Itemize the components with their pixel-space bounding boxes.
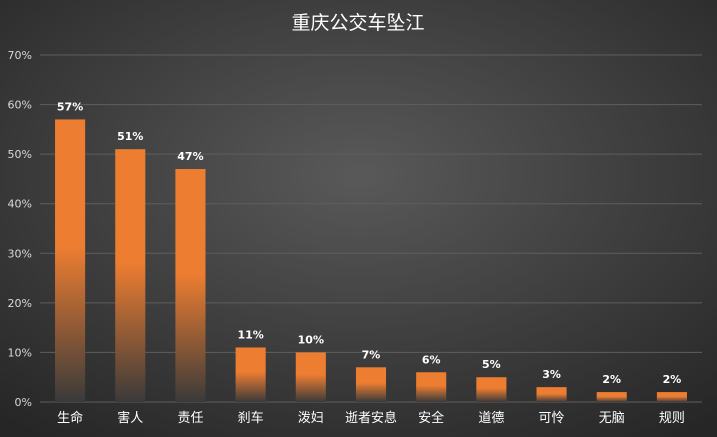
data-label: 3% [542, 368, 561, 381]
bar [416, 372, 447, 402]
bar [656, 392, 687, 402]
x-tick-label: 规则 [659, 411, 685, 426]
bar [235, 347, 266, 402]
y-tick-label: 30% [8, 247, 32, 260]
data-label: 11% [237, 328, 263, 341]
data-label: 7% [362, 348, 381, 361]
bars [55, 119, 687, 402]
data-labels: 57% 51% 47% 11% 10% 7% 6% 5% 3% 2% 2% [57, 100, 681, 386]
x-tick-label: 道德 [478, 411, 504, 426]
x-axis-ticks: 生命 害人 责任 刹车 泼妇 逝者安息 安全 道德 可怜 无脑 规则 [57, 410, 685, 426]
x-tick-label: 责任 [177, 411, 203, 426]
data-label: 47% [177, 150, 203, 163]
y-tick-label: 60% [8, 99, 32, 112]
x-tick-label: 害人 [117, 410, 143, 426]
x-tick-label: 刹车 [238, 410, 264, 426]
x-tick-label: 安全 [418, 410, 444, 426]
y-tick-label: 50% [8, 148, 32, 161]
bar [175, 169, 206, 402]
data-label: 2% [663, 373, 682, 386]
x-tick-label: 无脑 [599, 411, 625, 426]
data-label: 2% [602, 373, 621, 386]
y-axis-ticks: 0% 10% 20% 30% 40% 50% 60% 70% [8, 49, 32, 409]
y-tick-label: 20% [8, 297, 32, 310]
data-label: 10% [298, 333, 324, 346]
x-tick-label: 可怜 [539, 411, 565, 426]
data-label: 6% [422, 353, 441, 366]
bar [55, 119, 86, 402]
y-tick-label: 40% [8, 198, 32, 211]
data-label: 5% [482, 358, 501, 371]
bar [476, 377, 507, 402]
bar [295, 352, 326, 402]
chart-title: 重庆公交车坠江 [291, 12, 424, 34]
x-tick-label: 泼妇 [298, 410, 324, 426]
bar [596, 392, 627, 402]
bar [536, 387, 567, 402]
x-tick-label: 生命 [57, 410, 83, 426]
x-tick-label: 逝者安息 [345, 410, 397, 426]
y-tick-label: 70% [8, 49, 32, 62]
data-label: 51% [117, 130, 143, 143]
y-tick-label: 0% [15, 396, 32, 409]
data-label: 57% [57, 100, 83, 113]
bar [355, 367, 387, 402]
bar [115, 149, 146, 402]
grid-lines [40, 54, 702, 403]
y-tick-label: 10% [8, 346, 32, 359]
